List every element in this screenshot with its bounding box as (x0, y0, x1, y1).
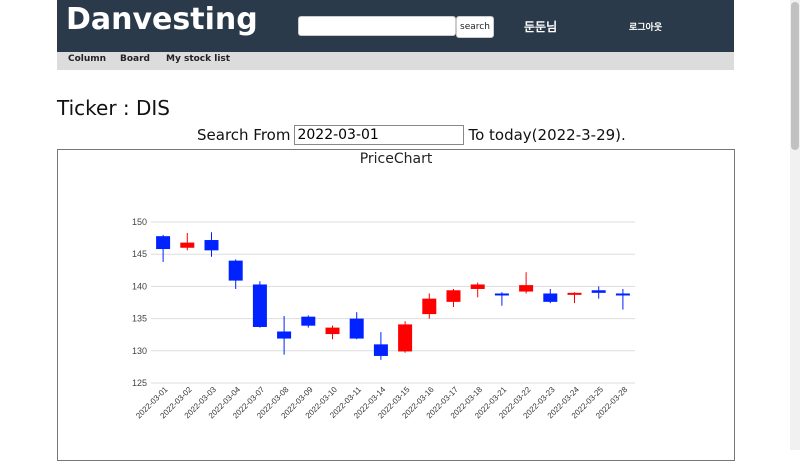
candlestick-chart: 1251301351401451502022-03-012022-03-0220… (132, 217, 635, 420)
candle-body (204, 240, 219, 251)
user-name[interactable]: 둔둔님 (524, 20, 558, 34)
nav-bar: Column Board My stock list (57, 52, 734, 70)
chart-title: PriceChart (359, 151, 433, 167)
search-input[interactable] (298, 16, 456, 36)
candle-body (398, 324, 413, 352)
top-header: Danvesting search 둔둔님 로그아웃 (57, 0, 734, 52)
nav-item-board[interactable]: Board (120, 54, 150, 64)
y-tick-label: 125 (132, 378, 147, 388)
candle-body (422, 298, 437, 315)
candle-body (615, 293, 630, 296)
start-date-input[interactable] (294, 125, 465, 145)
nav-item-my-stock-list[interactable]: My stock list (166, 54, 231, 64)
y-tick-label: 150 (132, 217, 147, 227)
y-tick-label: 145 (132, 249, 147, 259)
candle-body (156, 236, 171, 250)
candle-body (591, 290, 606, 293)
nav-item-column[interactable]: Column (68, 54, 107, 64)
candle-body (325, 327, 340, 335)
candle-body (543, 293, 558, 302)
candle-body (567, 292, 582, 295)
candle-body (180, 242, 195, 248)
price-chart-panel: PriceChart 125 130 135 140 145 150 2022-03-01 2… (57, 149, 735, 461)
candle-body (252, 284, 267, 327)
scrollbar-thumb[interactable] (791, 2, 799, 150)
page-scrollbar[interactable] (790, 0, 800, 450)
search-from-label: Search From (197, 126, 291, 144)
logout-link[interactable]: 로그아웃 (629, 23, 663, 33)
y-tick-label: 140 (132, 281, 147, 291)
candle-body (277, 331, 292, 339)
candle-body (519, 285, 534, 292)
date-search-row: Search From To today(2022-3-29). (197, 124, 626, 146)
site-logo[interactable]: Danvesting (66, 2, 258, 37)
candle-body (494, 293, 509, 296)
ticker-heading: Ticker : DIS (57, 96, 170, 120)
candle-body (373, 344, 388, 356)
search-button[interactable]: search (456, 16, 494, 38)
to-today-label: To today(2022-3-29). (468, 126, 626, 144)
y-tick-label: 130 (132, 346, 147, 356)
candle-body (470, 284, 485, 289)
candle-body (349, 318, 364, 339)
candle-body (446, 290, 461, 302)
candle-body (228, 260, 243, 281)
y-tick-label: 135 (132, 314, 147, 324)
candle-body (301, 316, 316, 326)
